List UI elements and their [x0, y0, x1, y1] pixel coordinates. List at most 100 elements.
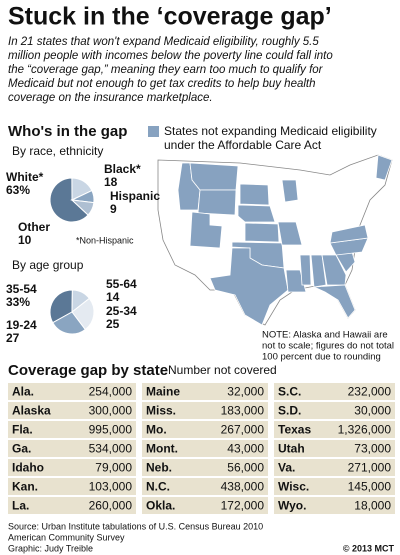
- state-name: Ala.: [12, 385, 34, 399]
- slice-label: Hispanic: [110, 189, 160, 203]
- state-value: 43,000: [227, 442, 264, 456]
- state: [189, 162, 239, 191]
- slice-label: Other: [18, 220, 50, 234]
- state-name: Fla.: [12, 423, 33, 437]
- state: [321, 254, 347, 286]
- table-row: [142, 459, 268, 476]
- legend-text: under the Affordable Care Act: [164, 138, 322, 152]
- table-row: [8, 440, 136, 457]
- slice-value: 33%: [6, 295, 30, 309]
- table-row: [274, 402, 395, 419]
- state-name: Mont.: [146, 442, 178, 456]
- source-line: Source: Urban Institute tabulations of U…: [8, 521, 263, 531]
- intro-line: coverage on the insurance marketplace.: [8, 92, 213, 104]
- state-name: Texas: [278, 423, 311, 437]
- table-title: Coverage gap by state: [8, 362, 168, 379]
- state-value: 995,000: [89, 423, 133, 437]
- legend: States not expanding Medicaid eligibilit…: [164, 124, 377, 152]
- state-value: 32,000: [227, 385, 264, 399]
- state: [239, 183, 270, 206]
- slice-label: 19-24: [6, 318, 37, 332]
- pie-title: By age group: [12, 258, 84, 272]
- pie-slice: [70, 199, 95, 216]
- table-row: [274, 497, 395, 514]
- state-name: S.C.: [278, 385, 301, 399]
- state: [313, 284, 356, 319]
- state: [281, 179, 299, 203]
- table-row: [8, 383, 136, 400]
- state-value: 18,000: [354, 499, 391, 513]
- state: [277, 221, 303, 246]
- state-name: S.D.: [278, 404, 301, 418]
- slice-label: 25-34: [106, 304, 137, 318]
- table: Ala. 254,000 Alaska 300,000 Fla. 995,000 Ga. 53…: [8, 383, 395, 514]
- slice-value: 10: [18, 233, 32, 247]
- state-name: Ga.: [12, 442, 31, 456]
- us-map: [157, 154, 393, 326]
- state-name: Va.: [278, 461, 295, 475]
- table-row: [274, 421, 395, 438]
- state-value: 254,000: [89, 385, 133, 399]
- state-name: Maine: [146, 385, 180, 399]
- legend-swatch: [148, 126, 159, 137]
- state: [375, 154, 393, 181]
- table-row: [274, 383, 395, 400]
- state-value: 1,326,000: [338, 423, 392, 437]
- table-row: [142, 421, 268, 438]
- table-row: [142, 383, 268, 400]
- state: [209, 247, 289, 326]
- footer: Source: Urban Institute tabulations of U…: [8, 521, 263, 553]
- state-value: 145,000: [348, 480, 392, 494]
- state-name: Utah: [278, 442, 305, 456]
- state-value: 73,000: [354, 442, 391, 456]
- pie-note: *Non-Hispanic: [76, 235, 134, 245]
- slice-label: Black*: [104, 162, 141, 176]
- slice-value: 9: [110, 202, 117, 216]
- pie-title: By race, ethnicity: [12, 144, 103, 158]
- state-name: Miss.: [146, 404, 176, 418]
- legend-text: States not expanding Medicaid eligibilit…: [164, 124, 377, 138]
- pie-slice: [49, 177, 89, 223]
- slice-label: 55-64: [106, 277, 137, 291]
- state: [329, 224, 369, 244]
- note-line: not to scale; figures do not total: [262, 341, 394, 352]
- intro: In 21 states that won't expand Medicaid …: [8, 36, 333, 104]
- table-row: [274, 478, 395, 495]
- state-name: N.C.: [146, 480, 170, 494]
- intro-line: Medicaid but not enough to get tax credi…: [8, 78, 316, 90]
- state-value: 56,000: [227, 461, 264, 475]
- state-name: Wyo.: [278, 499, 306, 513]
- state-value: 260,000: [89, 499, 133, 513]
- state: [310, 254, 327, 288]
- credit: © 2013 MCT: [343, 543, 395, 553]
- state-value: 103,000: [89, 480, 133, 494]
- state: [244, 222, 280, 243]
- pie-slice: [52, 311, 86, 335]
- slice-label: 35-54: [6, 282, 37, 296]
- state-value: 300,000: [89, 404, 133, 418]
- table-row: [8, 402, 136, 419]
- table-row: [142, 497, 268, 514]
- state-name: La.: [12, 499, 29, 513]
- slice-value: 63%: [6, 183, 30, 197]
- state-value: 183,000: [221, 404, 265, 418]
- section-title: Who's in the gap: [8, 123, 127, 140]
- state: [189, 211, 223, 249]
- state-value: 534,000: [89, 442, 133, 456]
- table-row: [8, 497, 136, 514]
- state: [299, 254, 312, 286]
- state-value: 79,000: [95, 461, 132, 475]
- table-row: [274, 440, 395, 457]
- intro-line: In 21 states that won't expand Medicaid …: [8, 36, 319, 48]
- state: [237, 204, 276, 223]
- state-name: Wisc.: [278, 480, 309, 494]
- pie-slice: [71, 297, 95, 331]
- source-line: Graphic: Judy Treible: [8, 543, 93, 553]
- state-name: Idaho: [12, 461, 44, 475]
- state-name: Okla.: [146, 499, 175, 513]
- state-name: Neb.: [146, 461, 172, 475]
- table-row: [8, 421, 136, 438]
- title: Stuck in the ‘coverage gap’: [8, 3, 332, 31]
- source-line: American Community Survey: [8, 532, 125, 542]
